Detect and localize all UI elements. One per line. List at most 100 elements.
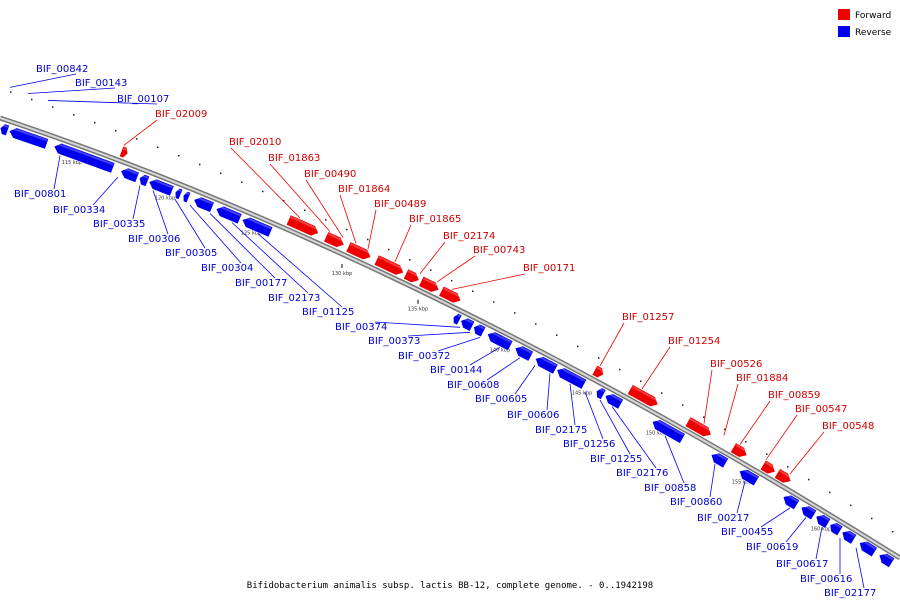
tick-dot xyxy=(535,323,537,325)
tick-dot xyxy=(850,504,852,507)
gene-body xyxy=(759,459,776,475)
reverse-gene-label: BIF_00373 xyxy=(368,336,420,347)
gene-body xyxy=(604,393,624,410)
reverse-gene xyxy=(841,528,858,545)
gene-highlight xyxy=(55,142,114,166)
forward-leader xyxy=(641,346,671,390)
reverse-leader xyxy=(736,481,746,514)
tick-dot xyxy=(430,269,432,271)
gene-highlight xyxy=(141,174,149,179)
forward-gene xyxy=(591,364,605,379)
reverse-gene xyxy=(738,467,760,487)
forward-gene xyxy=(402,268,421,284)
reverse-gene xyxy=(556,366,588,390)
gene-body xyxy=(591,364,604,379)
tick-dot xyxy=(388,248,390,251)
tick-dot xyxy=(829,491,831,494)
gene-highlight xyxy=(596,366,605,373)
reverse-gene-label: BIF_02177 xyxy=(824,588,876,599)
gene-body xyxy=(53,142,116,174)
forward-leader xyxy=(339,194,357,244)
forward-gene-label: BIF_02009 xyxy=(155,109,207,120)
reverse-leader xyxy=(611,406,657,469)
reverse-leader xyxy=(709,463,716,498)
gene-body xyxy=(182,190,192,204)
scale-label: 130 kbp xyxy=(332,271,352,277)
reverse-gene xyxy=(800,504,818,521)
gene-body xyxy=(738,469,760,487)
tick-dot xyxy=(220,172,222,175)
reverse-gene-label: BIF_00842 xyxy=(36,64,88,75)
outer-tick-dots xyxy=(10,91,894,533)
tick-dot xyxy=(703,416,705,418)
gene-highlight xyxy=(785,493,799,503)
reverse-gene-label: BIF_01256 xyxy=(563,439,615,450)
reverse-gene xyxy=(120,167,140,183)
gene-body xyxy=(596,387,607,401)
reverse-gene xyxy=(0,123,10,137)
tick-dot xyxy=(409,259,411,261)
gene-body xyxy=(556,367,588,390)
reverse-gene xyxy=(193,195,215,213)
reverse-gene xyxy=(604,392,624,410)
scale-label: 115 kbp xyxy=(62,160,82,166)
reverse-gene xyxy=(460,317,476,332)
gene-labels: BIF_02009 BIF_02010 BIF_01863 BIF_00490 BIF_… xyxy=(14,64,876,599)
reverse-gene-label: BIF_00217 xyxy=(697,513,749,524)
gene-highlight xyxy=(462,317,474,324)
reverse-gene-label: BIF_00608 xyxy=(447,380,499,391)
tick-dot xyxy=(325,219,327,221)
gene-highlight xyxy=(177,188,182,192)
gene-highlight xyxy=(803,504,816,513)
reverse-leader xyxy=(785,517,807,543)
tick-dot xyxy=(262,190,264,193)
forward-swatch xyxy=(838,9,850,20)
scale-label: 150 kbp xyxy=(646,431,666,437)
reverse-gene-label: BIF_02175 xyxy=(535,425,587,436)
label-leader-lines xyxy=(9,73,865,589)
tick-dot xyxy=(787,466,789,468)
reverse-gene-label: BIF_00305 xyxy=(165,248,217,259)
backbone-inner xyxy=(0,117,900,559)
forward-leader xyxy=(305,179,344,238)
reverse-gene xyxy=(829,521,844,537)
gene-highlight xyxy=(598,387,605,393)
gene-body xyxy=(800,505,818,521)
reverse-leader xyxy=(599,399,631,455)
tick-dot xyxy=(94,121,96,124)
forward-gene xyxy=(773,468,793,484)
reverse-gene xyxy=(710,451,730,469)
gene-highlight xyxy=(654,418,685,436)
tick-dot xyxy=(199,163,201,166)
reverse-gene-label: BIF_00858 xyxy=(644,483,696,494)
forward-leader xyxy=(451,273,526,290)
forward-gene-label: BIF_00526 xyxy=(710,359,762,370)
reverse-leader xyxy=(546,373,551,411)
tick-dot xyxy=(745,441,747,443)
gene-highlight xyxy=(195,195,214,205)
forward-gene xyxy=(345,241,372,261)
gene-body xyxy=(438,285,462,304)
forward-gene-label: BIF_00743 xyxy=(473,245,525,256)
reverse-gene-label: BIF_00177 xyxy=(235,278,287,289)
gene-body xyxy=(460,317,476,332)
reverse-gene xyxy=(241,216,274,238)
reverse-gene xyxy=(534,355,559,375)
gene-body xyxy=(174,187,184,201)
reverse-leader xyxy=(469,347,501,366)
tick-dot xyxy=(73,114,75,116)
gene-body xyxy=(373,254,404,276)
gene-highlight xyxy=(123,147,129,152)
forward-gene xyxy=(684,416,713,437)
forward-gene xyxy=(438,285,462,304)
reverse-gene-label: BIF_00304 xyxy=(201,263,253,274)
reverse-leader xyxy=(257,233,343,308)
forward-leader xyxy=(269,163,331,232)
forward-leader xyxy=(436,255,476,283)
reverse-leader xyxy=(9,73,77,88)
gene-highlight xyxy=(122,167,139,175)
kbp-scale: 115 kbp 120 kbp 125 kbp 130 kbp 135 kbp 140 k… xyxy=(62,153,831,532)
tick-dot xyxy=(346,228,348,231)
reverse-leader xyxy=(569,383,576,426)
